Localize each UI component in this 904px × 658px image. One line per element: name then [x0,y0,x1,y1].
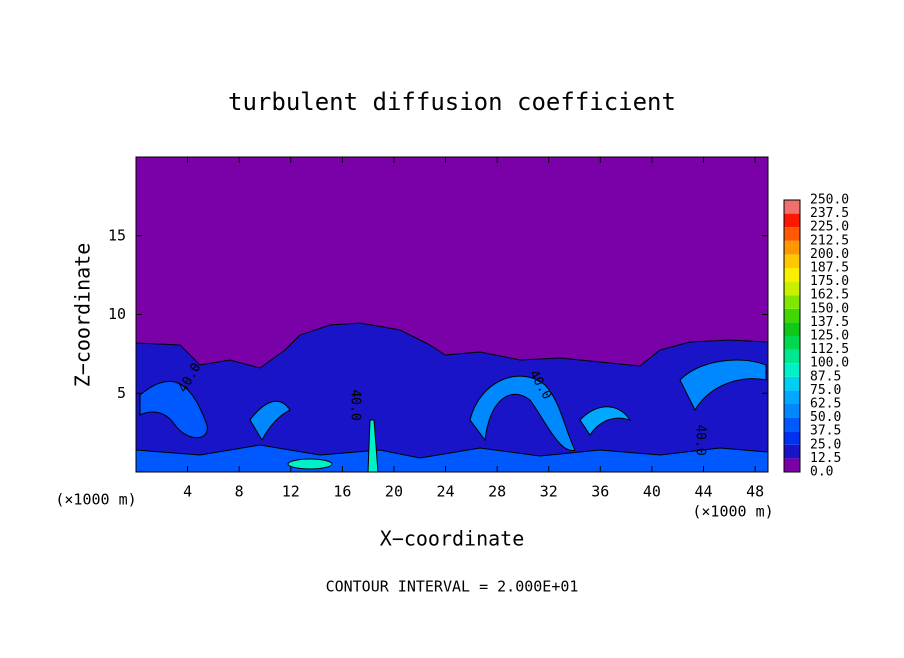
colorbar-bin [784,349,800,364]
x-tick-label: 32 [540,483,558,501]
colorbar-bin [784,268,800,282]
colorbar-bin [784,336,800,350]
y-tick-label: 5 [117,384,126,402]
colorbar-label: 12.5 [810,451,841,466]
colorbar-label: 50.0 [810,410,841,425]
colorbar-bin [784,308,800,323]
colorbar-label: 187.5 [810,261,849,276]
chart-title: turbulent diffusion coefficient [228,88,676,116]
colorbar-bin [784,417,800,432]
colorbar-bin [784,322,800,336]
eddy [139,380,208,439]
colorbar-bin [784,431,800,445]
contour-label: 40.0 [348,389,363,420]
eddy [249,400,291,442]
y-tick-label: 10 [108,305,126,323]
colorbar-label: 200.0 [810,247,849,262]
footnote: CONTOUR INTERVAL = 2.000E+01 [326,578,579,596]
eddy [469,375,576,451]
colorbar-bin [784,404,800,418]
x-tick-label: 40 [643,483,661,501]
colorbar-label: 87.5 [810,369,841,384]
colorbar-bin [784,458,800,472]
x-tick-label: 24 [437,483,455,501]
patch [287,458,333,470]
colorbar-label: 225.0 [810,220,849,235]
colorbar-label: 100.0 [810,356,849,371]
colorbar-label: 37.5 [810,424,841,439]
colorbar-bin [784,254,800,268]
turbulent-layer [135,322,769,473]
colorbar-bin [784,200,800,214]
y-axis-label: Z−coordinate [71,243,95,388]
colorbar-bin [784,376,800,391]
x-tick-label: 8 [235,483,244,501]
colorbar-label: 212.5 [810,233,849,248]
colorbar-bin [784,213,800,228]
colorbar-bin [784,281,800,296]
x-tick-label: 16 [333,483,351,501]
x-unit: (×1000 m) [692,503,773,521]
colorbar-bin [784,363,800,377]
colorbar-label: 250.0 [810,193,849,208]
colorbar-label: 25.0 [810,437,841,452]
colorbar-label: 62.5 [810,397,841,412]
colorbar-label: 125.0 [810,329,849,344]
x-tick-label: 4 [183,483,192,501]
x-tick-label: 20 [385,483,403,501]
colorbar-label: 162.5 [810,288,849,303]
colorbar-label: 175.0 [810,274,849,289]
field [135,157,769,473]
colorbar-bin [784,227,800,241]
x-unit: (×1000 m) [55,491,136,509]
eddy [579,406,632,436]
y-tick-label: 15 [108,226,126,244]
colorbar-label: 112.5 [810,342,849,357]
colorbar-label: 75.0 [810,383,841,398]
colorbar-label: 137.5 [810,315,849,330]
x-tick-label: 28 [488,483,506,501]
x-tick-label: 12 [282,483,300,501]
colorbar-bin [784,444,800,459]
colorbar-label: 150.0 [810,301,849,316]
colorbar-frame [783,199,801,473]
colorbar-label: 0.0 [810,465,833,480]
x-tick-label: 48 [746,483,764,501]
colorbar-bin [784,295,800,309]
colorbar-bin [784,240,800,255]
x-axis-label: X−coordinate [380,527,525,551]
colorbar-bin [784,390,800,404]
x-tick-label: 36 [591,483,609,501]
x-tick-label: 44 [694,483,712,501]
eddy [679,359,767,412]
colorbar-label: 237.5 [810,206,849,221]
contour-label: 40.0 [693,424,708,455]
